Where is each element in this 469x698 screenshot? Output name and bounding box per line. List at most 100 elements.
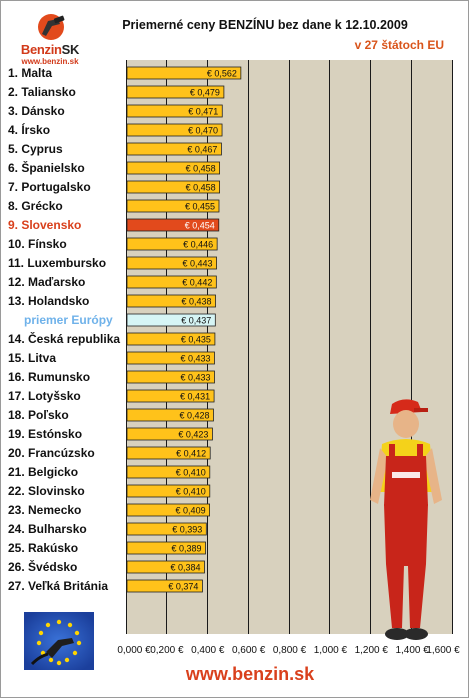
- bar: [126, 522, 207, 536]
- category-label: 12. Maďarsko: [8, 274, 86, 289]
- data-label: € 0,479: [190, 88, 220, 98]
- data-label: € 0,409: [176, 506, 206, 516]
- x-tick-label: 0,400 €: [191, 645, 225, 656]
- category-label: 10. Fínsko: [8, 236, 67, 251]
- bar: [126, 218, 220, 232]
- data-label: € 0,458: [186, 164, 216, 174]
- category-label: 24. Bulharsko: [8, 521, 87, 536]
- category-label: 16. Rumunsko: [8, 369, 91, 384]
- data-label: € 0,442: [182, 278, 212, 288]
- x-tick-label: 0,000 €: [117, 645, 151, 656]
- bar: [126, 332, 216, 346]
- bar: [126, 351, 215, 365]
- category-label: 9. Slovensko: [8, 217, 82, 232]
- x-tick-label: 1,200 €: [354, 645, 388, 656]
- category-label: 25. Rakúsko: [8, 540, 79, 555]
- data-label: € 0,458: [186, 183, 216, 193]
- data-label: € 0,562: [207, 69, 237, 79]
- data-label: € 0,435: [181, 335, 211, 345]
- bar: [126, 180, 221, 194]
- bar: [126, 66, 242, 80]
- category-label: 19. Estónsko: [8, 426, 83, 441]
- category-label: 2. Taliansko: [8, 84, 76, 99]
- logo-url: www.benzin.sk: [21, 57, 79, 66]
- chart-subtitle: v 27 štátoch EU: [354, 38, 444, 52]
- bar: [126, 408, 214, 422]
- x-tick-label: 0,600 €: [231, 645, 266, 656]
- category-label: 5. Cyprus: [8, 141, 63, 156]
- category-label: 15. Litva: [8, 350, 57, 365]
- category-label: 3. Dánsko: [8, 103, 65, 118]
- bar: [126, 465, 211, 479]
- category-label: 17. Lotyšsko: [8, 388, 81, 403]
- data-label: € 0,454: [185, 221, 215, 231]
- category-label: 14. Česká republika: [8, 331, 121, 346]
- bar: [126, 560, 205, 574]
- benzin-logo-icon: [38, 14, 65, 40]
- benzin-logo: BenzinSK www.benzin.sk: [14, 12, 86, 70]
- bar: [126, 446, 211, 460]
- data-label: € 0,467: [187, 145, 217, 155]
- data-label: € 0,423: [178, 430, 208, 440]
- bar: [126, 294, 216, 308]
- eu-flag-fuel-nozzle-icon: [24, 612, 94, 670]
- bar: [126, 484, 211, 498]
- data-label: € 0,374: [168, 582, 198, 592]
- data-label: € 0,433: [180, 354, 210, 364]
- logo-brand: BenzinSK: [20, 42, 80, 57]
- category-label: 22. Slovinsko: [8, 483, 85, 498]
- bar: [126, 237, 218, 251]
- bar: [126, 427, 213, 441]
- category-label: 18. Poľsko: [8, 407, 69, 422]
- bar: [126, 370, 215, 384]
- bar: [126, 123, 223, 137]
- data-label: € 0,433: [180, 373, 210, 383]
- category-label: 8. Grécko: [8, 198, 63, 213]
- x-tick-label: 1,000 €: [313, 645, 348, 656]
- bar: [126, 541, 206, 555]
- bar: [126, 199, 220, 213]
- category-label: 11. Luxembursko: [8, 255, 107, 270]
- category-label: 20. Francúzsko: [8, 445, 95, 460]
- bar: [126, 161, 221, 175]
- data-label: € 0,410: [176, 468, 206, 478]
- bar: [126, 389, 215, 403]
- bar: [126, 142, 222, 156]
- bar: [126, 85, 225, 99]
- data-label: € 0,428: [179, 411, 209, 421]
- data-label: € 0,443: [183, 259, 213, 269]
- category-label: 21. Belgicko: [8, 464, 79, 479]
- bar: [126, 313, 216, 327]
- data-label: € 0,438: [181, 297, 211, 307]
- data-label: € 0,446: [183, 240, 213, 250]
- category-label: 6. Španielsko: [8, 160, 85, 175]
- data-label: € 0,410: [176, 487, 206, 497]
- x-tick-label: 1,400 €: [395, 645, 429, 656]
- category-label: 1. Malta: [8, 65, 53, 80]
- data-label: € 0,412: [176, 449, 206, 459]
- bar-chart-svg: € 0,562 € 0,479 € 0,471 € 0,470 € 0,467 € 0,4…: [126, 60, 453, 634]
- category-label: 26. Švédsko: [8, 559, 78, 574]
- mechanic-mascot-icon: [370, 399, 442, 640]
- data-label: € 0,389: [171, 544, 201, 554]
- category-label: priemer Európy: [24, 312, 113, 327]
- data-label: € 0,393: [172, 525, 202, 535]
- x-tick-label: 0,800 €: [272, 645, 307, 656]
- category-label: 4. Írsko: [8, 122, 51, 137]
- footer-url: www.benzin.sk: [185, 664, 315, 684]
- bar: [126, 275, 217, 289]
- category-label: 23. Nemecko: [8, 502, 82, 517]
- bar: [126, 579, 203, 593]
- category-label: 27. Veľká Británia: [8, 578, 109, 593]
- x-tick-label: 0,200 €: [150, 645, 184, 656]
- bar: [126, 503, 210, 517]
- chart-title: Priemerné ceny BENZÍNU bez dane k 12.10.…: [122, 18, 408, 32]
- data-label: € 0,384: [170, 563, 200, 573]
- data-label: € 0,471: [188, 107, 218, 117]
- x-tick-label: 1,600 €: [426, 645, 460, 656]
- data-label: € 0,431: [180, 392, 210, 402]
- bar: [126, 104, 223, 118]
- category-label: 13. Holandsko: [8, 293, 90, 308]
- bar: [126, 256, 217, 270]
- category-label: 7. Portugalsko: [8, 179, 91, 194]
